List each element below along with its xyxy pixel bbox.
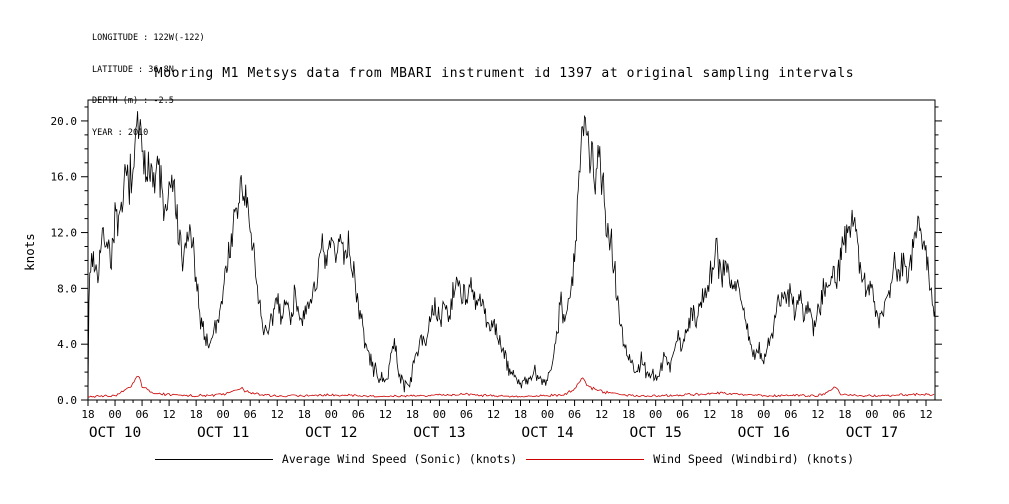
x-tick-label: 18 (81, 408, 94, 421)
legend-label-windbird: Wind Speed (Windbird) (knots) (653, 452, 855, 466)
x-tick-label: 18 (298, 408, 311, 421)
x-tick-label: 00 (433, 408, 446, 421)
x-tick-label: 18 (838, 408, 851, 421)
x-tick-label: 12 (487, 408, 500, 421)
legend-line-windbird (526, 458, 645, 460)
plot-frame (87, 99, 936, 401)
y-tick-label: 20.0 (51, 115, 78, 128)
x-tick-label: 00 (217, 408, 230, 421)
y-tick-label: 0.0 (57, 394, 77, 407)
page-title: Mooring M1 Metsys data from MBARI instru… (154, 66, 855, 81)
x-tick-label: 18 (514, 408, 527, 421)
x-day-label: OCT 12 (305, 425, 357, 441)
x-tick-label: 18 (190, 408, 203, 421)
x-tick-label: 18 (622, 408, 635, 421)
series-windbird (87, 375, 935, 398)
x-tick-label: 00 (649, 408, 662, 421)
x-tick-label: 06 (784, 408, 797, 421)
x-day-label: OCT 16 (738, 425, 790, 441)
x-tick-label: 18 (730, 408, 743, 421)
x-day-label: OCT 14 (521, 425, 574, 441)
x-tick-label: 12 (919, 408, 932, 421)
y-tick-label: 4.0 (57, 338, 77, 351)
x-day-label: OCT 17 (846, 425, 898, 441)
x-day-label: OCT 15 (629, 425, 681, 441)
y-tick-label: 12.0 (51, 227, 78, 240)
series-sonic (87, 111, 936, 400)
x-tick-label: 06 (892, 408, 905, 421)
x-tick-label: 00 (757, 408, 770, 421)
x-tick-label: 06 (568, 408, 581, 421)
x-tick-label: 06 (135, 408, 148, 421)
x-tick-label: 12 (811, 408, 824, 421)
y-axis-label: knots (22, 233, 37, 271)
x-tick-label: 06 (244, 408, 257, 421)
y-tick-label: 16.0 (51, 171, 78, 184)
x-day-label: OCT 11 (197, 425, 249, 441)
metadata-longitude: LONGITUDE : 122W(-122) (92, 33, 205, 43)
x-tick-label: 00 (541, 408, 554, 421)
y-tick-label: 8.0 (57, 282, 77, 295)
x-tick-label: 12 (379, 408, 392, 421)
metadata-latitude: LATITUDE : 36.8N (92, 64, 174, 75)
x-tick-label: 00 (865, 408, 878, 421)
x-tick-label: 00 (108, 408, 121, 421)
chart-legend: Average Wind Speed (Sonic) (knots) Wind … (0, 452, 1009, 466)
x-tick-label: 06 (676, 408, 689, 421)
x-tick-label: 00 (325, 408, 338, 421)
x-tick-label: 12 (703, 408, 716, 421)
x-tick-label: 12 (162, 408, 175, 421)
legend-label-sonic: Average Wind Speed (Sonic) (knots) (281, 452, 518, 466)
x-tick-label: 06 (352, 408, 365, 421)
metadata-depth: DEPTH (m) : -2.5 (92, 96, 174, 106)
x-tick-label: 12 (595, 408, 608, 421)
x-tick-label: 12 (271, 408, 284, 421)
x-tick-label: 18 (406, 408, 419, 421)
x-day-label: OCT 13 (413, 425, 465, 441)
legend-line-sonic (154, 458, 273, 460)
x-day-label: OCT 10 (89, 425, 141, 441)
x-tick-label: 06 (460, 408, 473, 421)
